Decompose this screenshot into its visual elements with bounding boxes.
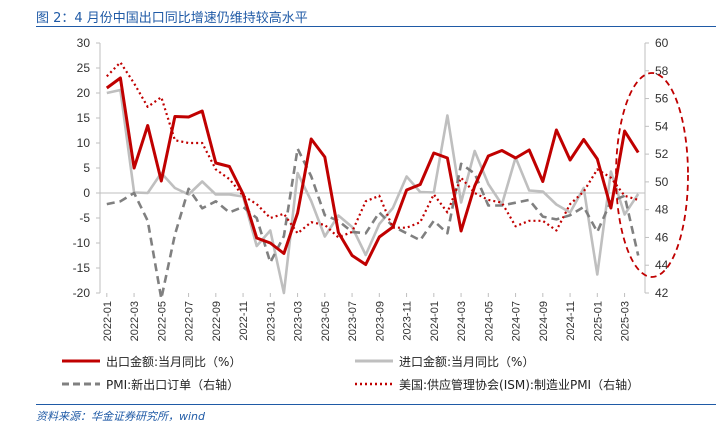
y-right-tick-label: 48 (655, 203, 669, 217)
plot-frame (99, 43, 646, 293)
series-pmi-new-export-orders-line (106, 147, 640, 300)
legend-label-ism: 美国:供应管理协会(ISM):制造业PMI（右轴） (399, 377, 639, 392)
legend: 出口金额:当月同比（%） 进口金额:当月同比（%） PMI:新出口订单（右轴） … (62, 354, 639, 392)
x-tick-label: 2024-09 (538, 301, 550, 341)
x-tick-label: 2024-05 (483, 301, 495, 341)
legend-item-ism: 美国:供应管理协会(ISM):制造业PMI（右轴） (355, 377, 639, 392)
y-axis-left: -20 -15 -10 -5 0 5 10 15 20 25 30 (73, 36, 100, 300)
x-tick-label: 2023-09 (374, 301, 386, 341)
y-right-tick-label: 46 (655, 230, 669, 244)
series-us-ism-pmi-line (106, 61, 639, 239)
x-tick-label: 2022-03 (129, 301, 141, 341)
x-tick-label: 2023-11 (402, 301, 414, 341)
y-right-tick-label: 44 (655, 258, 669, 272)
y-left-tick-label: -20 (73, 286, 91, 300)
legend-label-pmi: PMI:新出口订单（右轴） (106, 377, 239, 392)
y-right-tick-label: 56 (655, 92, 669, 106)
series-export-line (105, 76, 640, 266)
legend-label-import: 进口金额:当月同比（%） (399, 354, 534, 369)
y-right-tick-label: 54 (655, 119, 669, 133)
figure-title: 图 2：4 月份中国出口同比增速仍维持较高水平 (36, 11, 308, 26)
x-tick-label: 2022-05 (156, 301, 168, 341)
x-tick-label: 2023-05 (320, 301, 332, 341)
y-right-tick-label: 42 (655, 286, 669, 300)
y-left-tick-label: 10 (77, 136, 91, 150)
legend-item-pmi: PMI:新出口订单（右轴） (62, 377, 239, 392)
x-tick-label: 2023-03 (293, 301, 305, 341)
x-tick-label: 2022-11 (238, 301, 250, 341)
y-left-tick-label: 30 (77, 36, 91, 50)
x-tick-label: 2024-03 (456, 301, 468, 341)
x-tick-label: 2024-11 (565, 301, 577, 341)
x-tick-label: 2024-07 (511, 301, 523, 341)
footer-divider (36, 404, 716, 405)
y-right-tick-label: 58 (655, 64, 669, 78)
x-tick-label: 2022-07 (184, 301, 196, 341)
y-axis-right: 42 44 46 48 50 52 54 56 58 60 (645, 36, 669, 300)
x-tick-label: 2024-01 (429, 301, 441, 341)
legend-item-import: 进口金额:当月同比（%） (355, 354, 534, 369)
y-right-tick-label: 52 (655, 147, 669, 161)
y-left-tick-label: 20 (77, 86, 91, 100)
x-tick-label: 2023-01 (265, 301, 277, 341)
y-left-tick-label: -15 (73, 261, 91, 275)
y-left-tick-label: 15 (77, 111, 91, 125)
y-left-tick-label: -10 (73, 236, 91, 250)
series-layer (105, 61, 640, 300)
title-divider (36, 26, 716, 27)
y-left-tick-label: 25 (77, 61, 91, 75)
series-import-line (106, 88, 640, 295)
highlight-ellipse (615, 72, 689, 278)
x-tick-label: 2025-03 (620, 301, 632, 341)
y-right-tick-label: 60 (655, 36, 669, 50)
legend-label-export: 出口金额:当月同比（%） (106, 354, 241, 369)
x-axis: 2022-01 2022-03 2022-05 2022-07 2022-09 2022-… (102, 293, 632, 341)
legend-item-export: 出口金额:当月同比（%） (62, 354, 241, 369)
x-tick-label: 2022-01 (102, 301, 114, 341)
x-tick-label: 2025-01 (592, 301, 604, 341)
y-left-tick-label: -5 (79, 211, 90, 225)
y-left-tick-label: 5 (83, 161, 90, 175)
x-tick-label: 2023-07 (347, 301, 359, 341)
y-left-tick-label: 0 (83, 186, 90, 200)
y-right-tick-label: 50 (655, 175, 669, 189)
x-tick-label: 2022-09 (211, 301, 223, 341)
source-note: 资料来源：华金证券研究所，wind (36, 410, 206, 423)
